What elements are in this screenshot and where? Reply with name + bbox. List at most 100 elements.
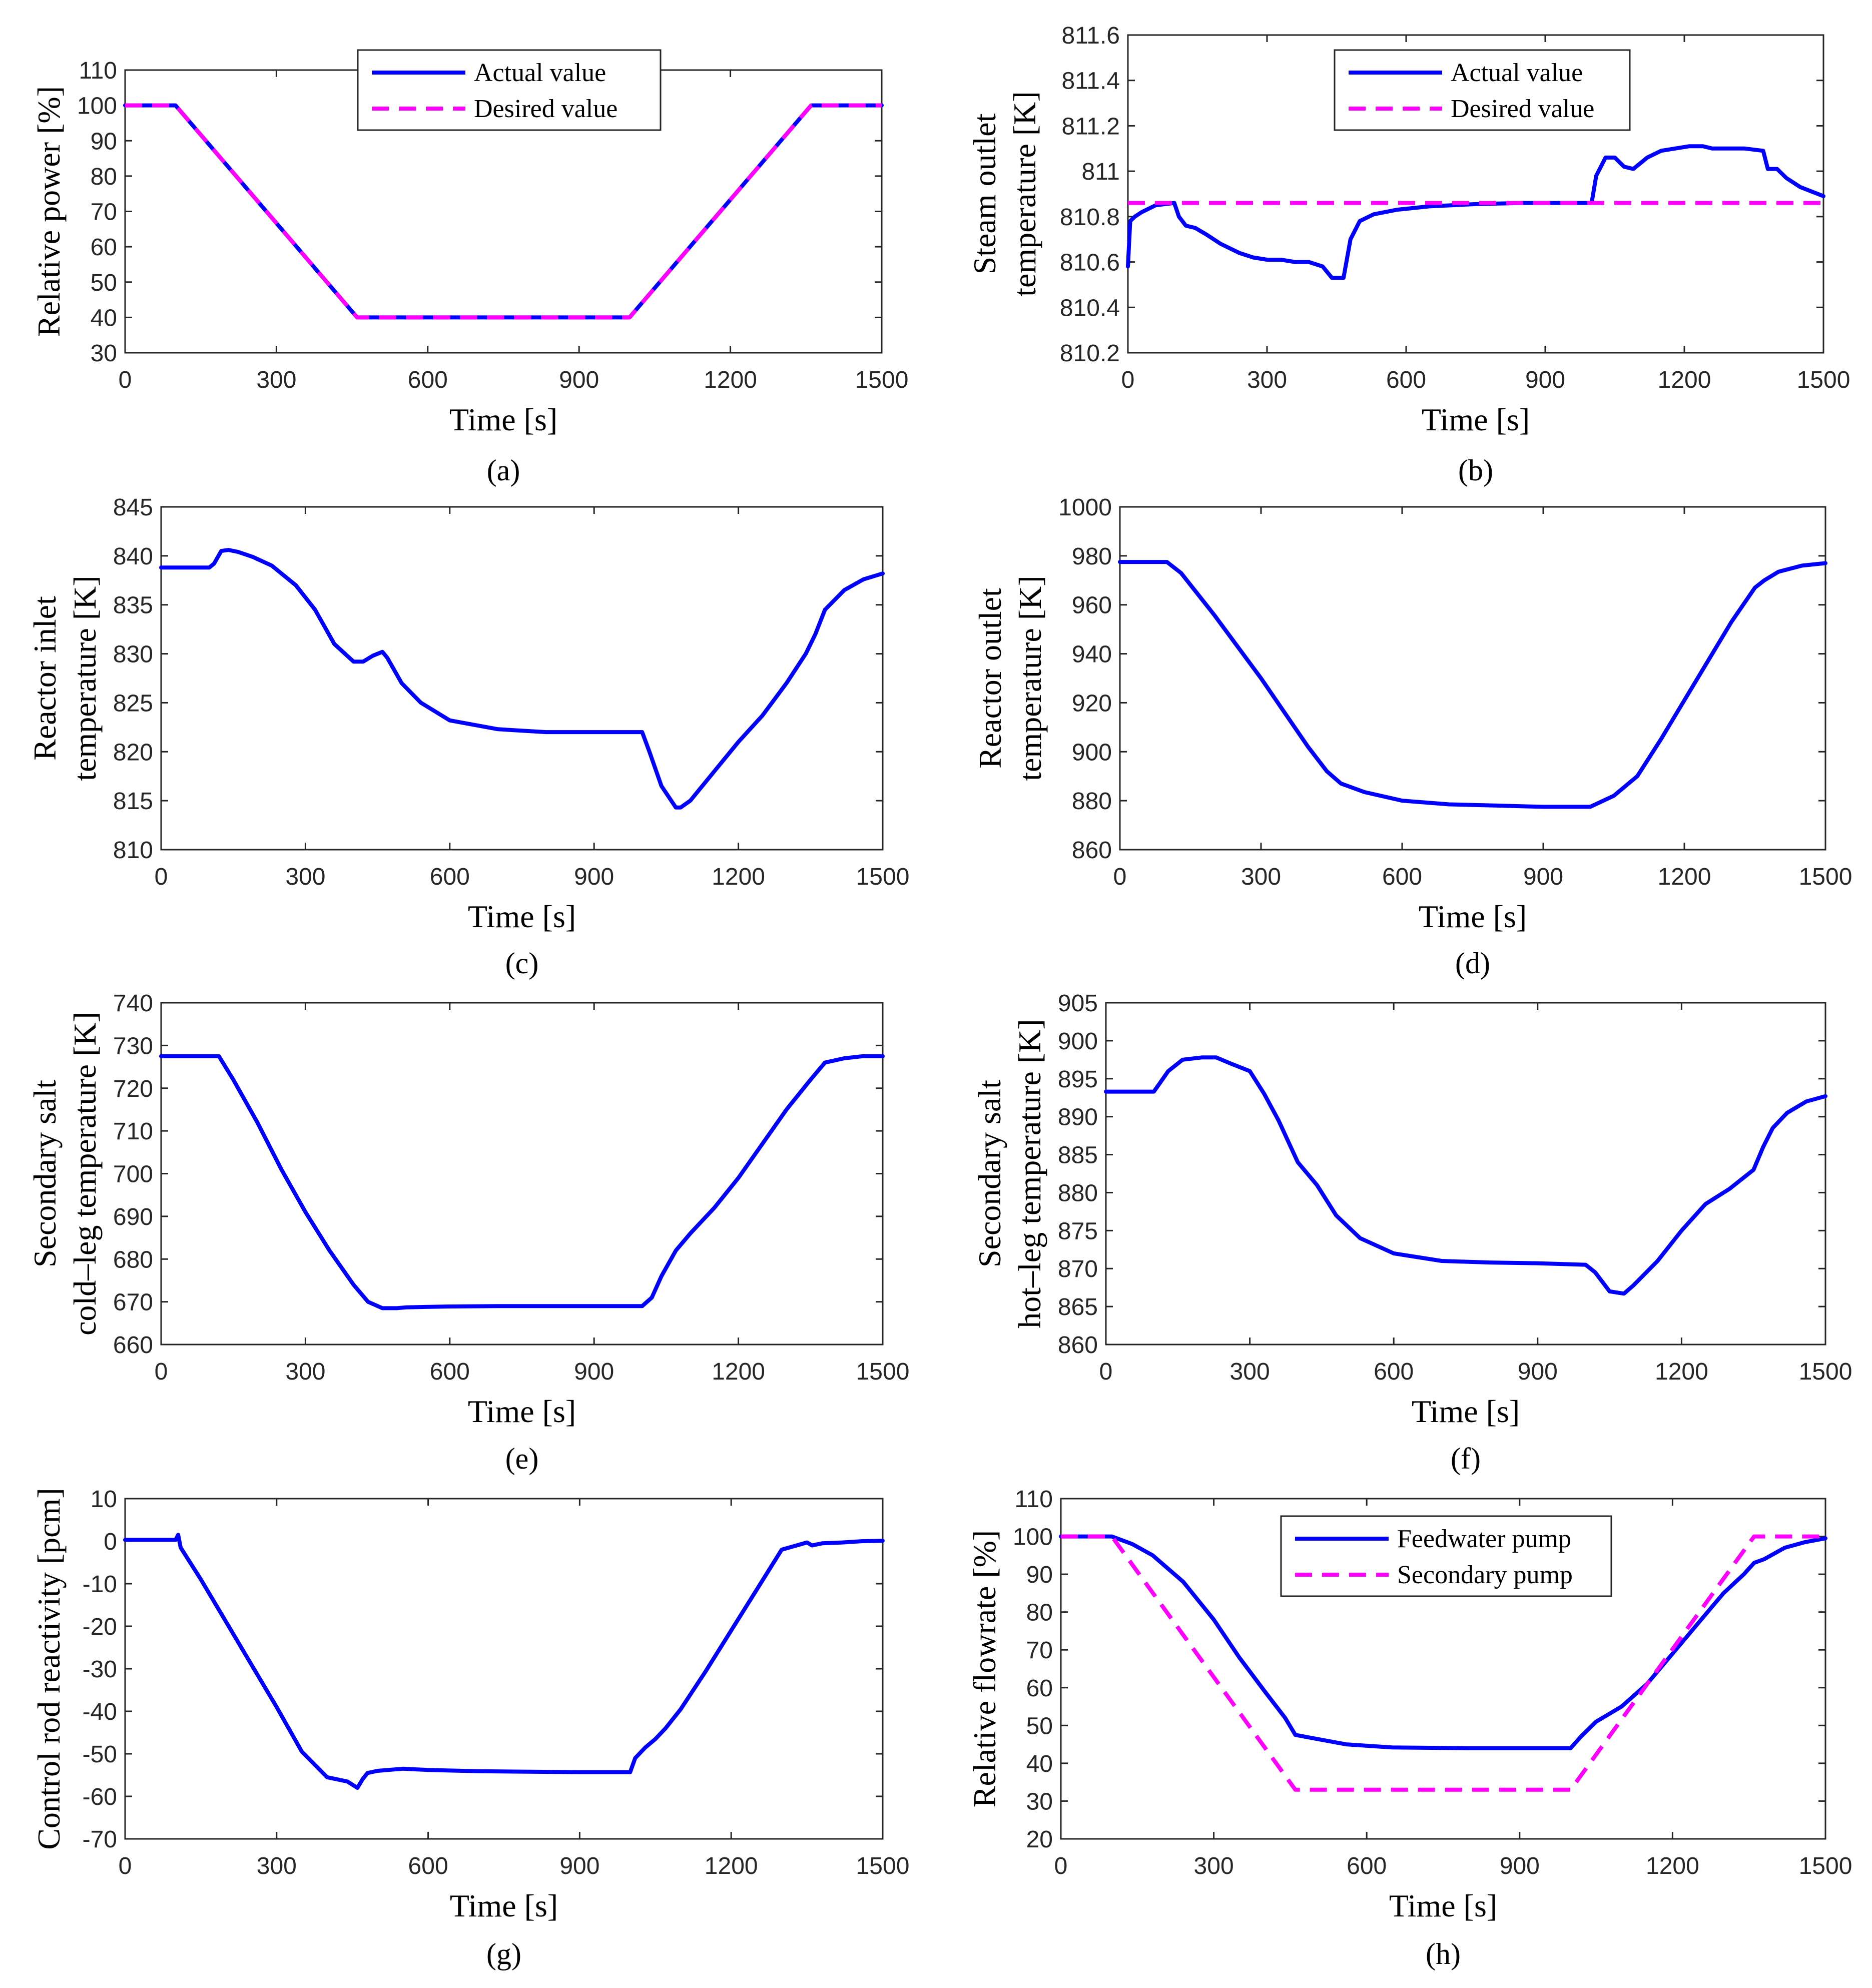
y-tick-label: 890 xyxy=(1058,1104,1098,1131)
y-tick-label: 70 xyxy=(1026,1637,1053,1664)
y-tick-label: 875 xyxy=(1058,1218,1098,1244)
x-axis-title: Time [s] xyxy=(468,1394,576,1429)
x-tick-label: 600 xyxy=(1347,1853,1387,1879)
panel-caption: (f) xyxy=(1451,1442,1481,1475)
y-tick-label: 895 xyxy=(1058,1066,1098,1093)
x-tick-label: 0 xyxy=(155,1359,168,1385)
y-tick-label: 730 xyxy=(113,1033,153,1059)
y-tick-label: 20 xyxy=(1026,1826,1053,1853)
y-axis-title: Steam outlet xyxy=(967,113,1002,274)
legend-label: Actual value xyxy=(474,59,606,87)
y-tick-label: 50 xyxy=(1026,1713,1053,1739)
x-tick-label: 600 xyxy=(1386,367,1426,393)
y-axis-title: Relative power [%] xyxy=(31,86,67,337)
y-tick-label: 810.6 xyxy=(1060,250,1120,276)
x-tick-label: 300 xyxy=(1230,1359,1270,1385)
x-axis-title: Time [s] xyxy=(1389,1888,1497,1923)
y-tick-label: -30 xyxy=(83,1656,117,1683)
x-tick-label: 0 xyxy=(155,864,168,890)
y-axis-title: hot–leg temperature [K] xyxy=(1012,1019,1047,1328)
panel-caption: (b) xyxy=(1458,454,1493,487)
y-tick-label: 90 xyxy=(1026,1562,1053,1588)
y-tick-label: 670 xyxy=(113,1289,153,1316)
panel-caption: (a) xyxy=(487,454,520,487)
legend-box xyxy=(1334,49,1631,131)
y-tick-label: 660 xyxy=(113,1332,153,1359)
legend-box xyxy=(357,49,662,131)
y-axis-title: cold–leg temperature [K] xyxy=(67,1012,103,1336)
x-tick-label: 1200 xyxy=(705,1853,758,1879)
y-tick-label: 840 xyxy=(113,543,153,570)
x-tick-label: 0 xyxy=(1054,1853,1068,1879)
y-tick-label: 1000 xyxy=(1058,494,1112,521)
y-tick-label: 110 xyxy=(1014,1486,1053,1513)
x-tick-label: 0 xyxy=(1099,1359,1113,1385)
y-tick-label: 960 xyxy=(1072,592,1112,619)
x-tick-label: 300 xyxy=(1241,864,1281,890)
x-tick-label: 300 xyxy=(285,1359,325,1385)
y-tick-label: 811.2 xyxy=(1061,113,1120,140)
y-tick-label: 825 xyxy=(113,690,153,717)
x-tick-label: 1500 xyxy=(1797,367,1850,393)
x-tick-label: 0 xyxy=(1121,367,1135,393)
y-tick-label: 110 xyxy=(79,58,117,84)
y-tick-label: 900 xyxy=(1072,739,1112,766)
chart-panel-e: 0 300 600 900 1200 1500 660 670 680 690 700 710 720 7… xyxy=(27,990,909,1475)
y-tick-label: 40 xyxy=(91,305,117,331)
x-tick-label: 1500 xyxy=(856,1359,910,1385)
y-tick-label: -20 xyxy=(83,1614,117,1640)
legend-label: Desired value xyxy=(1451,95,1594,123)
y-tick-label: 100 xyxy=(1013,1524,1053,1551)
legend-label: Feedwater pump xyxy=(1397,1525,1571,1553)
chart-panel-c: 0 300 600 900 1200 1500 810 815 820 825 830 835 840 8… xyxy=(27,494,909,980)
y-axis-title: Relative flowrate [%] xyxy=(967,1530,1002,1807)
x-tick-label: 900 xyxy=(574,864,614,890)
x-axis-title: Time [s] xyxy=(449,402,557,437)
y-tick-label: 80 xyxy=(91,164,117,190)
x-tick-label: 600 xyxy=(408,1853,448,1879)
x-tick-label: 900 xyxy=(574,1359,614,1385)
y-tick-label: 810.2 xyxy=(1060,340,1120,367)
chart-panel-a: 0 300 600 900 1200 1500 30 40 50 60 70 80 90 100 110 Ac… xyxy=(31,49,908,487)
y-tick-label: 920 xyxy=(1072,690,1112,717)
y-tick-label: 740 xyxy=(113,990,153,1017)
plot-area xyxy=(160,1002,884,1346)
y-tick-label: -10 xyxy=(83,1571,117,1598)
y-tick-label: 60 xyxy=(91,234,117,261)
y-tick-label: 900 xyxy=(1058,1028,1098,1055)
plot-area xyxy=(160,506,884,851)
x-axis-title: Time [s] xyxy=(1412,1394,1520,1429)
y-tick-label: 845 xyxy=(113,494,153,521)
legend-box xyxy=(1280,1515,1612,1597)
panel-caption: (e) xyxy=(505,1442,539,1475)
panel-caption: (g) xyxy=(486,1937,521,1970)
series-line xyxy=(159,548,885,810)
x-tick-label: 1500 xyxy=(1799,1359,1852,1385)
y-tick-label: 865 xyxy=(1058,1294,1098,1320)
x-tick-label: 1200 xyxy=(1655,1359,1708,1385)
x-tick-label: 1200 xyxy=(1646,1853,1699,1879)
series-line-dashed xyxy=(125,103,882,320)
x-tick-label: 300 xyxy=(256,367,296,393)
y-axis-title: Reactor outlet xyxy=(972,588,1008,769)
plot-area xyxy=(1105,1002,1826,1346)
series-line xyxy=(123,1533,885,1790)
x-tick-label: 300 xyxy=(257,1853,297,1879)
y-tick-label: 815 xyxy=(113,788,153,815)
chart-panel-g: 0 300 600 900 1200 1500 -70 -60 -50 -40 -30 -20 -10 0… xyxy=(31,1486,909,1970)
panel-caption: (h) xyxy=(1426,1937,1461,1970)
y-tick-label: 690 xyxy=(113,1204,153,1230)
y-tick-label: 710 xyxy=(113,1118,153,1145)
x-tick-label: 600 xyxy=(430,1359,470,1385)
y-tick-label: 940 xyxy=(1072,641,1112,668)
x-tick-label: 0 xyxy=(1113,864,1127,890)
y-tick-label: 60 xyxy=(1026,1675,1053,1702)
chart-panel-f: 0 300 600 900 1200 1500 860 865 870 875 880 885 890 8… xyxy=(972,990,1852,1475)
x-tick-label: 1200 xyxy=(712,864,765,890)
y-axis-title: temperature [K] xyxy=(1007,91,1042,296)
y-tick-label: 700 xyxy=(113,1161,153,1188)
x-tick-label: 600 xyxy=(1382,864,1422,890)
y-tick-label: 80 xyxy=(1026,1600,1053,1626)
x-tick-label: 1500 xyxy=(1799,1853,1852,1879)
y-tick-label: 100 xyxy=(77,93,117,120)
